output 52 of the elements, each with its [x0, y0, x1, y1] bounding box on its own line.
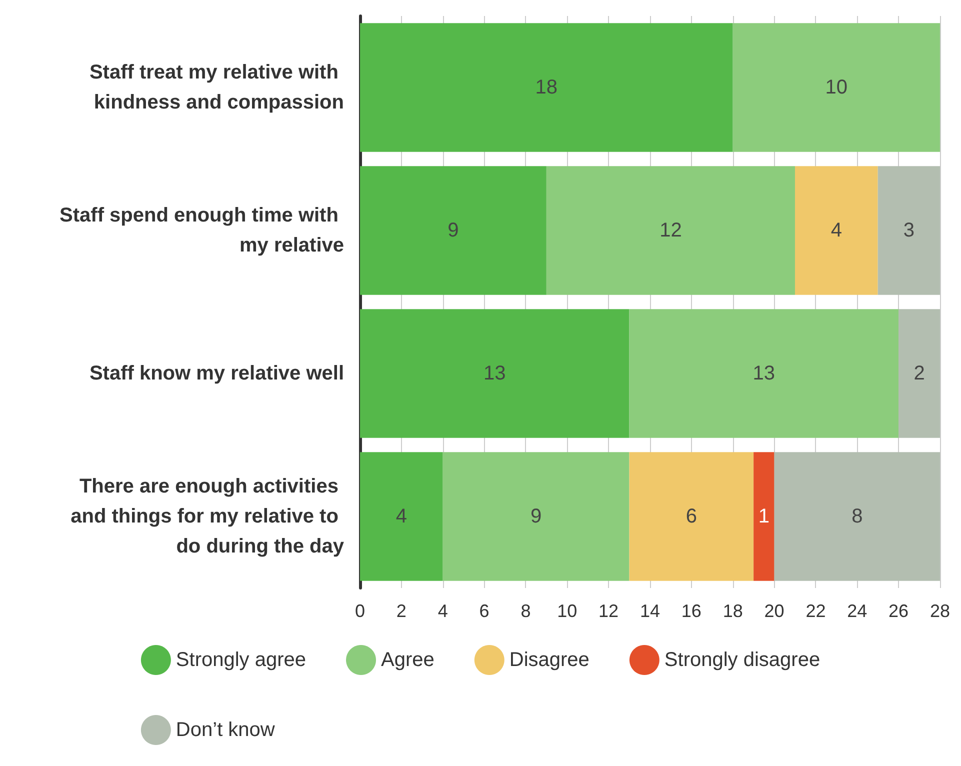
x-tick-label: 0	[354, 601, 366, 621]
bar	[360, 23, 733, 152]
x-tick-label: 26	[888, 601, 909, 621]
data-label: 9	[448, 220, 459, 242]
bar	[360, 309, 630, 438]
x-tick-label: 22	[806, 601, 826, 621]
legend-label: Don’t know	[176, 719, 276, 741]
x-tick-label: 8	[520, 601, 531, 621]
bar	[794, 166, 878, 295]
bar	[442, 452, 630, 581]
x-tick-label: 28	[930, 601, 950, 621]
data-label: 6	[686, 506, 697, 528]
data-label: 4	[830, 220, 842, 242]
x-tick-label: 6	[479, 601, 490, 621]
x-tick-label: 24	[847, 601, 868, 621]
data-label: 18	[535, 76, 558, 98]
y-tick-label: There are enough activities and things for my relative to do during the day	[70, 476, 345, 558]
bar	[732, 23, 940, 152]
bar	[898, 309, 940, 438]
y-tick-label: Staff know my relative well	[89, 362, 344, 384]
x-tick-label: 4	[438, 601, 448, 621]
x-tick-label: 10	[557, 601, 578, 621]
bar	[629, 452, 754, 581]
x-tick-label: 20	[764, 601, 784, 621]
data-label: 13	[752, 362, 776, 384]
bar	[360, 452, 443, 581]
legend-label: Strongly disagree	[664, 649, 820, 671]
x-tick-label: 16	[681, 601, 702, 621]
data-label: 2	[914, 362, 925, 384]
bar	[878, 166, 940, 295]
bar	[774, 452, 940, 581]
y-tick-label: Staff treat my relative with kindness and compassion	[89, 62, 344, 114]
y-tick-label: Staff spend enough time with my relative	[60, 204, 344, 256]
bar	[754, 452, 774, 581]
data-label: 8	[852, 506, 863, 528]
bar	[629, 309, 899, 438]
legend-label: Strongly agree	[176, 649, 306, 671]
data-label: 10	[825, 76, 848, 98]
data-label: 13	[484, 362, 506, 384]
data-label: 1	[758, 506, 770, 528]
x-tick-label: 18	[722, 601, 743, 621]
data-label: 12	[660, 220, 682, 242]
data-label: 4	[396, 506, 407, 528]
x-tick-label: 14	[640, 601, 660, 621]
x-tick-label: 12	[598, 601, 619, 621]
data-label: 3	[903, 220, 914, 242]
bar	[360, 166, 546, 295]
x-tick-label: 2	[396, 601, 406, 621]
data-label: 9	[530, 506, 542, 528]
legend-label: Disagree	[509, 649, 590, 671]
legend-label: Agree	[381, 649, 434, 671]
bar	[546, 166, 795, 295]
